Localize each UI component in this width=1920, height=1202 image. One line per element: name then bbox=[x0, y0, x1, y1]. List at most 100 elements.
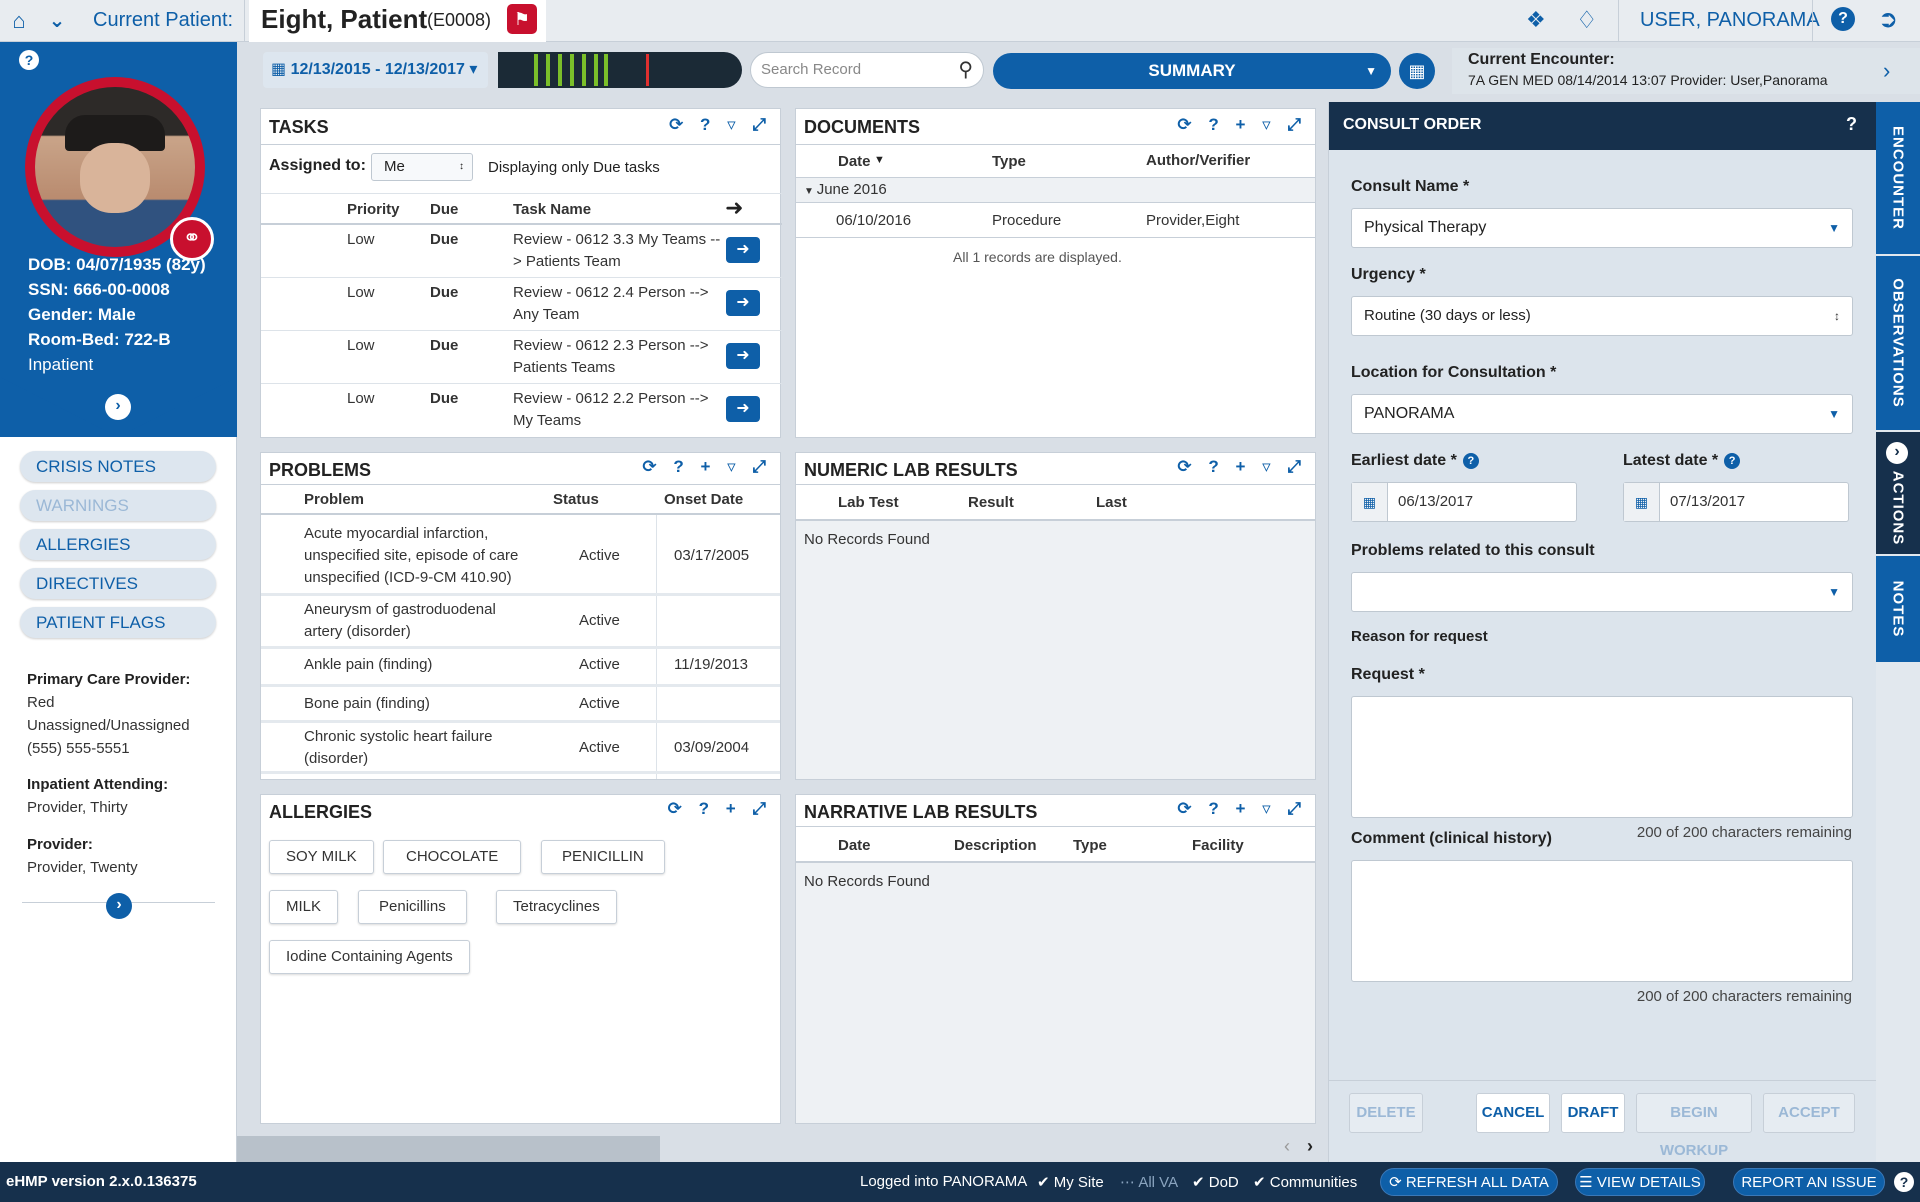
allergies-button[interactable]: ALLERGIES bbox=[20, 529, 216, 560]
problem-name-line[interactable]: artery (disorder) bbox=[304, 623, 411, 640]
user-menu[interactable]: USER, PANORAMA bbox=[1640, 9, 1820, 31]
column-onset[interactable]: Onset Date bbox=[664, 491, 744, 508]
panel-tools[interactable]: ⟳ ? + ▿ ⤢ bbox=[1177, 799, 1307, 818]
allergy-tag[interactable]: PENICILLIN bbox=[541, 840, 665, 874]
allergy-tag[interactable]: Penicillins bbox=[358, 890, 467, 924]
report-issue-button[interactable]: REPORT AN ISSUE bbox=[1733, 1168, 1885, 1196]
document-author[interactable]: Provider,Eight bbox=[1146, 212, 1240, 229]
timeline-summary[interactable] bbox=[498, 52, 742, 88]
tab-observations[interactable]: OBSERVATIONS bbox=[1876, 256, 1920, 430]
logout-icon[interactable]: ➲ bbox=[1878, 6, 1899, 33]
consult-name-select[interactable]: Physical Therapy ▼ bbox=[1351, 208, 1853, 248]
more-providers-icon[interactable]: › bbox=[106, 893, 132, 919]
allergy-tag[interactable]: SOY MILK bbox=[269, 840, 374, 874]
column-task-name[interactable]: Task Name bbox=[513, 201, 592, 218]
urgency-select[interactable]: Routine (30 days or less) ↕ bbox=[1351, 296, 1853, 336]
crisis-notes-button[interactable]: CRISIS NOTES bbox=[20, 451, 216, 482]
location-select[interactable]: PANORAMA ▼ bbox=[1351, 394, 1853, 434]
problem-name-line[interactable]: unspecified site, episode of care bbox=[304, 547, 519, 564]
earliest-date-input[interactable]: ▦ 06/13/2017 bbox=[1351, 482, 1577, 522]
chevron-down-icon[interactable]: ⌄ bbox=[48, 10, 66, 32]
search-icon[interactable]: ⚲ bbox=[958, 59, 973, 81]
column-priority[interactable]: Priority bbox=[347, 201, 400, 218]
communities-status[interactable]: ✔ Communities bbox=[1253, 1173, 1357, 1191]
column-status[interactable]: Status bbox=[553, 491, 599, 508]
column-facility[interactable]: Facility bbox=[1192, 837, 1244, 854]
problem-name-line[interactable]: Ankle pain (finding) bbox=[304, 656, 433, 673]
panel-tools[interactable]: ⟳ ? + ▿ ⤢ bbox=[642, 457, 772, 476]
problem-name-line[interactable]: (disorder) bbox=[304, 750, 369, 767]
column-result[interactable]: Result bbox=[968, 494, 1014, 511]
panel-tools[interactable]: ⟳ ? + ▿ ⤢ bbox=[1177, 115, 1307, 134]
problem-name-line[interactable]: Chronic systolic heart failure bbox=[304, 728, 493, 745]
task-name-line2[interactable]: Patients Teams bbox=[513, 359, 616, 376]
assigned-select[interactable]: Me ↕ bbox=[371, 153, 473, 181]
open-task-icon[interactable]: ➜ bbox=[726, 237, 760, 263]
allergy-tag[interactable]: CHOCOLATE bbox=[383, 840, 522, 874]
cancel-button[interactable]: CANCEL bbox=[1476, 1093, 1550, 1133]
patient-flags-button[interactable]: PATIENT FLAGS bbox=[20, 607, 216, 638]
task-name-line2[interactable]: > Patients Team bbox=[513, 253, 621, 270]
column-date[interactable]: Date bbox=[838, 837, 871, 854]
patient-flag-icon[interactable]: ⚑ bbox=[507, 4, 537, 34]
dod-status[interactable]: ✔ DoD bbox=[1192, 1173, 1239, 1191]
help-icon[interactable]: ? bbox=[1831, 7, 1855, 31]
workspace-selector[interactable]: SUMMARY ▼ bbox=[993, 53, 1391, 89]
directives-button[interactable]: DIRECTIVES bbox=[20, 568, 216, 599]
patient-tab[interactable]: Eight, Patient (E0008) ⚑ bbox=[249, 0, 546, 42]
task-name-line1[interactable]: Review - 0612 3.3 My Teams -- bbox=[513, 231, 721, 248]
accept-button[interactable]: ACCEPT bbox=[1763, 1093, 1855, 1133]
scroll-right-icon[interactable]: › bbox=[1307, 1136, 1313, 1156]
unlink-icon[interactable]: ⚭ bbox=[170, 217, 214, 261]
tab-notes[interactable]: NOTES bbox=[1876, 556, 1920, 662]
help-icon[interactable]: ? bbox=[19, 50, 39, 70]
panel-tools[interactable]: ⟳ ? ▿ ⤢ bbox=[669, 115, 772, 134]
chevron-right-icon[interactable]: › bbox=[1883, 58, 1891, 83]
all-va-status[interactable]: ⋯ All VA bbox=[1120, 1173, 1178, 1191]
help-icon[interactable]: ? bbox=[1462, 452, 1479, 469]
draft-button[interactable]: DRAFT bbox=[1561, 1093, 1625, 1133]
begin-workup-button[interactable]: BEGIN WORKUP bbox=[1636, 1093, 1752, 1159]
task-name-line1[interactable]: Review - 0612 2.3 Person --> bbox=[513, 337, 709, 354]
help-icon[interactable]: ? bbox=[1894, 1172, 1914, 1192]
help-icon[interactable]: ? bbox=[1724, 452, 1741, 469]
expand-patient-icon[interactable]: › bbox=[105, 394, 131, 420]
my-site-status[interactable]: ✔ My Site bbox=[1037, 1173, 1104, 1191]
tab-encounter[interactable]: ENCOUNTER bbox=[1876, 102, 1920, 254]
warnings-button[interactable]: WARNINGS bbox=[20, 490, 216, 521]
home-icon[interactable]: ⌂ bbox=[12, 8, 26, 33]
problem-name-line[interactable]: unspecified (ICD-9-CM 410.90) bbox=[304, 569, 512, 586]
horizontal-scrollbar[interactable]: ‹ › bbox=[237, 1136, 1328, 1162]
bell-icon[interactable]: ♢ bbox=[1576, 7, 1598, 34]
date-range-picker[interactable]: ▦ 12/13/2015 - 12/13/2017 ▾ bbox=[263, 52, 488, 88]
help-icon[interactable]: ? bbox=[1846, 114, 1857, 134]
open-task-icon[interactable]: ➜ bbox=[726, 290, 760, 316]
column-author[interactable]: Author/Verifier bbox=[1146, 152, 1251, 169]
column-lab-test[interactable]: Lab Test bbox=[838, 494, 899, 511]
column-description[interactable]: Description bbox=[954, 837, 1037, 854]
column-date[interactable]: Date bbox=[838, 153, 871, 170]
column-type[interactable]: Type bbox=[1073, 837, 1107, 854]
delete-button[interactable]: DELETE bbox=[1349, 1093, 1423, 1133]
bookmark-icon[interactable]: ❖ bbox=[1526, 7, 1546, 32]
allergy-tag[interactable]: MILK bbox=[269, 890, 339, 924]
current-encounter[interactable]: Current Encounter: 7A GEN MED 08/14/2014… bbox=[1452, 48, 1920, 94]
problem-name-line[interactable]: Bone pain (finding) bbox=[304, 695, 430, 712]
chevron-right-icon[interactable]: › bbox=[1886, 442, 1908, 464]
problems-related-select[interactable]: ▼ bbox=[1351, 572, 1853, 612]
latest-date-input[interactable]: ▦ 07/13/2017 bbox=[1623, 482, 1849, 522]
problem-name-line[interactable]: Aneurysm of gastroduodenal bbox=[304, 601, 496, 618]
calendar-icon[interactable]: ▦ bbox=[1624, 483, 1660, 521]
refresh-all-data-button[interactable]: ⟳ REFRESH ALL DATA bbox=[1380, 1168, 1558, 1196]
calendar-icon[interactable]: ▦ bbox=[1352, 483, 1388, 521]
document-group-label[interactable]: ▼ June 2016 bbox=[804, 179, 887, 202]
task-name-line1[interactable]: Review - 0612 2.4 Person --> bbox=[513, 284, 709, 301]
open-task-icon[interactable]: ➜ bbox=[726, 343, 760, 369]
task-name-line2[interactable]: My Teams bbox=[513, 412, 582, 429]
column-last[interactable]: Last bbox=[1096, 494, 1127, 511]
document-type[interactable]: Procedure bbox=[992, 212, 1062, 229]
document-group-header[interactable] bbox=[796, 177, 1315, 203]
problem-name-line[interactable]: Acute myocardial infarction, bbox=[304, 525, 489, 542]
panel-tools[interactable]: ⟳ ? + ⤢ bbox=[667, 799, 772, 818]
column-problem[interactable]: Problem bbox=[304, 491, 365, 508]
